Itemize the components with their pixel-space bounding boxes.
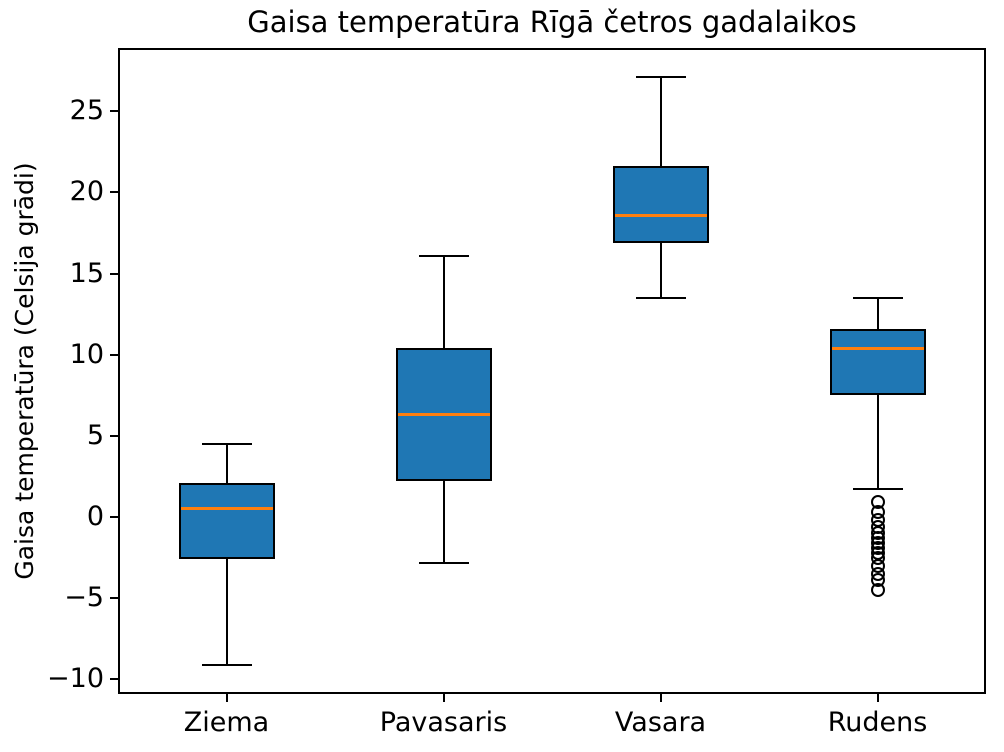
cap-upper-pavasaris bbox=[418, 254, 469, 257]
y-tick-label: 5 bbox=[86, 419, 104, 451]
x-tick-label: Rudens bbox=[827, 707, 928, 738]
y-tick-label: −5 bbox=[64, 582, 104, 614]
whisker-upper-ziema bbox=[225, 444, 228, 483]
x-tick-label: Vasara bbox=[614, 707, 707, 738]
y-tick-label: −10 bbox=[47, 663, 104, 695]
cap-upper-rudens bbox=[852, 296, 903, 299]
whisker-lower-vasara bbox=[659, 242, 662, 298]
median-vasara bbox=[614, 213, 707, 217]
y-tick bbox=[110, 434, 118, 437]
cap-upper-vasara bbox=[635, 76, 686, 79]
box-rudens bbox=[829, 328, 926, 396]
median-rudens bbox=[831, 346, 924, 350]
y-tick bbox=[110, 191, 118, 194]
whisker-upper-vasara bbox=[659, 77, 662, 167]
y-tick-label: 20 bbox=[69, 176, 104, 208]
cap-lower-rudens bbox=[852, 488, 903, 491]
whisker-upper-rudens bbox=[876, 297, 879, 329]
y-tick-label: 0 bbox=[86, 501, 104, 533]
x-tick-label: Ziema bbox=[183, 707, 270, 738]
y-tick bbox=[110, 353, 118, 356]
whisker-lower-rudens bbox=[876, 395, 879, 490]
box-vasara bbox=[612, 166, 709, 243]
x-tick bbox=[876, 694, 879, 702]
whisker-lower-ziema bbox=[225, 559, 228, 665]
cap-lower-pavasaris bbox=[418, 561, 469, 564]
median-pavasaris bbox=[397, 413, 490, 417]
y-tick bbox=[110, 272, 118, 275]
y-tick-label: 15 bbox=[69, 257, 104, 289]
y-tick bbox=[110, 597, 118, 600]
y-tick-label: 25 bbox=[69, 95, 104, 127]
whisker-upper-pavasaris bbox=[442, 255, 445, 349]
box-ziema bbox=[178, 482, 275, 560]
x-tick bbox=[225, 694, 228, 702]
y-tick bbox=[110, 110, 118, 113]
y-tick-label: 10 bbox=[69, 338, 104, 370]
x-tick bbox=[442, 694, 445, 702]
cap-lower-ziema bbox=[201, 663, 252, 666]
outlier-point-rudens bbox=[870, 583, 885, 598]
whisker-lower-pavasaris bbox=[442, 481, 445, 563]
x-tick bbox=[659, 694, 662, 702]
x-tick-label: Pavasaris bbox=[379, 707, 508, 738]
cap-lower-vasara bbox=[635, 296, 686, 299]
cap-upper-ziema bbox=[201, 443, 252, 446]
y-tick bbox=[110, 516, 118, 519]
chart-title: Gaisa temperatūra Rīgā četros gadalaikos bbox=[247, 5, 857, 39]
y-tick bbox=[110, 678, 118, 681]
median-ziema bbox=[180, 507, 273, 511]
